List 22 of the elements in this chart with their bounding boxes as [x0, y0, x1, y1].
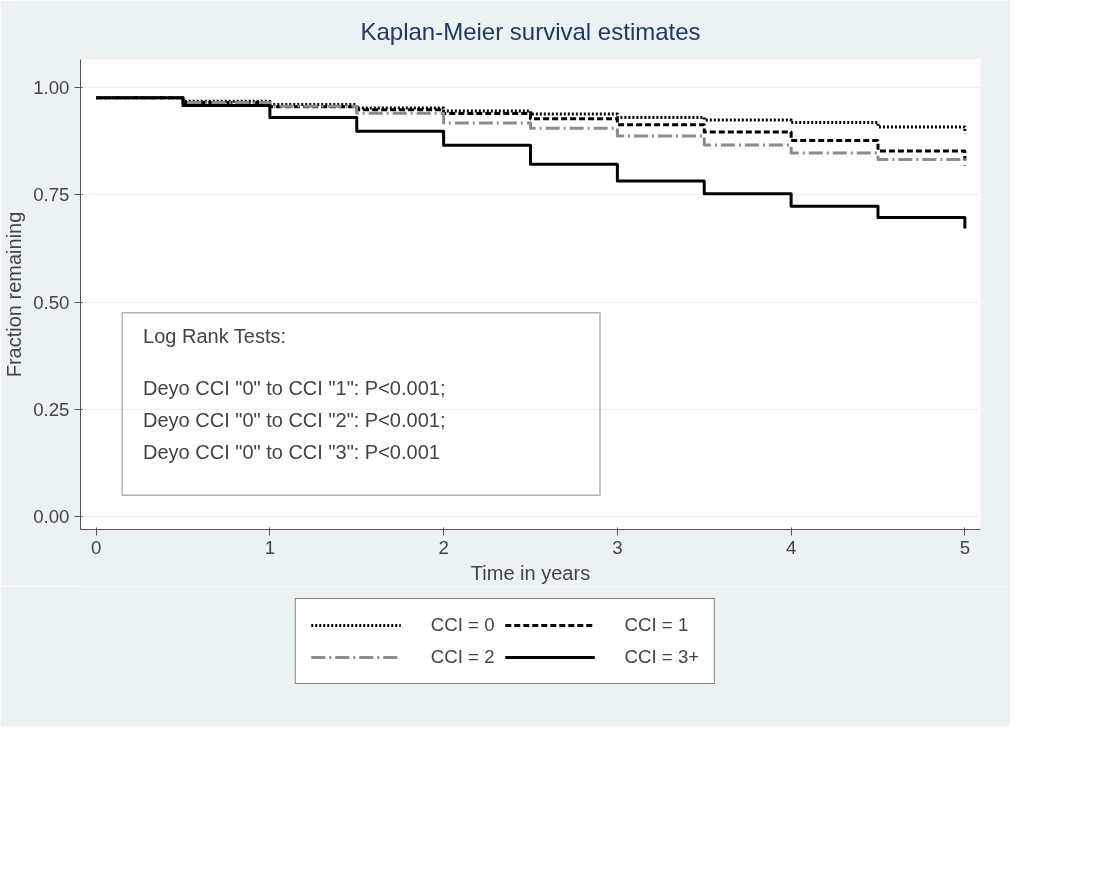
x-tick-label: 2	[438, 536, 449, 558]
y-tick-label: 1.00	[33, 76, 70, 98]
legend-label: CCI = 2	[430, 646, 495, 668]
x-tick-label: 1	[264, 536, 276, 558]
x-tick-label: 5	[959, 536, 971, 558]
x-axis-title: Time in years	[470, 561, 591, 584]
x-tick-label: 3	[612, 536, 623, 558]
annotation: Deyo CCI "0" to CCI "3": P<0.001	[143, 441, 440, 464]
y-tick-label: 0.25	[33, 398, 70, 420]
legend-label: CCI = 1	[624, 614, 689, 636]
legend-label: CCI = 0	[430, 614, 495, 636]
y-axis-title: Fraction remaining	[3, 211, 26, 378]
y-tick-label: 0.75	[33, 184, 70, 206]
legend-label: CCI = 3+	[624, 646, 700, 668]
chart-title: Kaplan-Meier survival estimates	[360, 17, 701, 45]
y-tick-label: 0.00	[33, 506, 70, 528]
x-tick-label: 4	[785, 536, 797, 558]
annotation: Deyo CCI "0" to CCI "2": P<0.001;	[143, 409, 446, 432]
y-tick-label: 0.50	[33, 291, 70, 313]
x-tick-label: 0	[90, 536, 102, 558]
annotation: Log Rank Tests:	[143, 325, 287, 348]
annotation: Deyo CCI "0" to CCI "1": P<0.001;	[143, 376, 446, 399]
